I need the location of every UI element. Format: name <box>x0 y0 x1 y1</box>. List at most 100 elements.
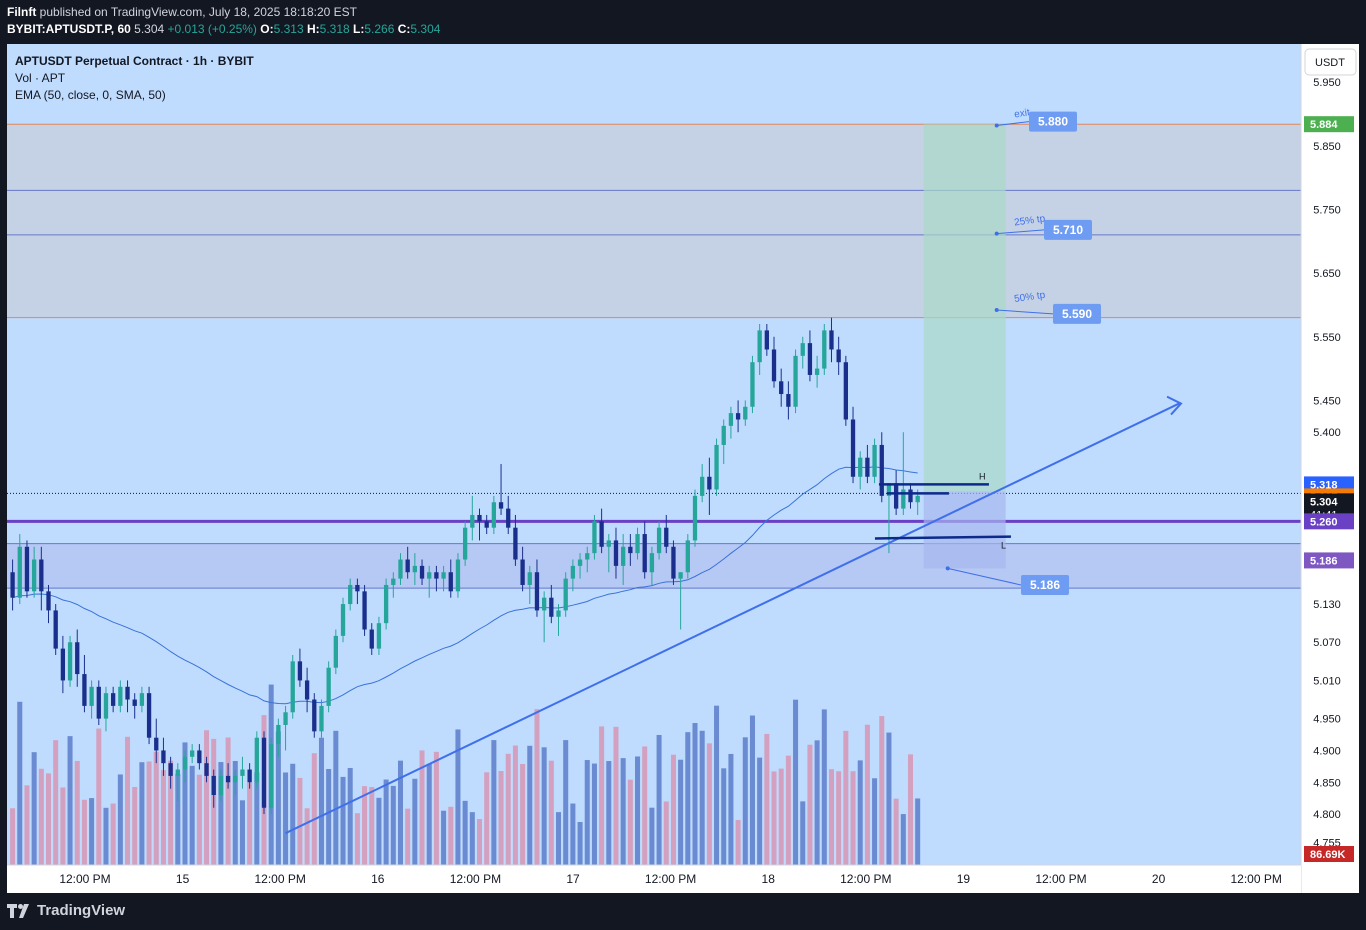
volume-bar <box>204 730 210 865</box>
candle-body <box>671 546 676 579</box>
volume-bar <box>864 724 870 865</box>
volume-bar <box>81 799 87 865</box>
price-tick: 5.070 <box>1313 637 1341 649</box>
volume-bar <box>915 798 921 865</box>
volume-bar <box>800 801 806 865</box>
volume-bar <box>89 798 95 865</box>
target-value: 5.590 <box>1062 307 1092 321</box>
candle-body <box>96 686 101 719</box>
candle-body <box>606 540 611 547</box>
volume-bar <box>168 760 174 865</box>
publisher-name[interactable]: Filnft <box>7 5 37 19</box>
target-value-box <box>1029 111 1077 132</box>
candle-body <box>836 349 841 363</box>
price-tick: 5.400 <box>1313 427 1341 439</box>
volume-bar <box>60 787 66 865</box>
candle-body <box>793 355 798 407</box>
legend-ema[interactable]: EMA (50, close, 0, SMA, 50) <box>15 88 166 102</box>
target-value-box <box>1053 303 1101 324</box>
candle-body <box>233 775 238 783</box>
levels-layer <box>7 123 1301 589</box>
candle-body <box>858 457 863 477</box>
legend-title: APTUSDT Perpetual Contract · 1h · BYBIT <box>15 54 254 68</box>
trendline-arrow <box>1166 395 1183 416</box>
volume-bar <box>649 807 655 865</box>
candle-body <box>743 406 748 420</box>
time-axis[interactable] <box>7 865 1301 893</box>
time-tick: 12:00 PM <box>840 872 891 886</box>
volume-bar <box>462 800 468 865</box>
close-label: C: <box>397 22 411 36</box>
volume-bar <box>196 774 202 865</box>
candle-body <box>197 750 202 764</box>
volume-bar <box>577 822 583 865</box>
volume-bar <box>433 751 439 865</box>
volume-bar <box>491 740 497 865</box>
legend-volume[interactable]: Vol · APT <box>15 71 66 85</box>
candle-body <box>333 635 338 668</box>
target-value: 5.880 <box>1038 115 1068 129</box>
volume-bar <box>606 761 612 865</box>
volume-bar <box>893 798 899 865</box>
candle-body <box>269 744 274 808</box>
volume-bar <box>563 740 569 865</box>
candle-body <box>750 362 755 407</box>
volume-bar <box>297 777 303 865</box>
volume-bar <box>793 699 799 865</box>
symbol-line: BYBIT:APTUSDT.P, 60 <box>7 22 131 36</box>
close-value: 5.304 <box>410 22 441 36</box>
candle-body <box>477 514 482 522</box>
candle-body <box>434 572 439 579</box>
candle-body <box>240 769 245 776</box>
candle-body <box>24 546 30 592</box>
time-tick: 12:00 PM <box>255 872 306 886</box>
target-connector <box>947 567 1022 586</box>
candle-body <box>635 534 640 554</box>
tradingview-logo[interactable]: TradingView <box>7 902 125 919</box>
candle-body <box>872 444 877 477</box>
candle-body <box>534 572 540 611</box>
volume-bar <box>132 786 138 865</box>
target-connector <box>996 121 1030 126</box>
price-axis[interactable] <box>1301 44 1359 893</box>
price-change: +0.013 (+0.25%) <box>167 22 257 36</box>
candle-body <box>53 610 58 649</box>
price-tick: 4.850 <box>1313 777 1341 789</box>
stop-box <box>923 491 1006 569</box>
target-label: 25% tp <box>1014 213 1047 228</box>
target-connector <box>996 309 1054 315</box>
candle-body <box>10 572 15 598</box>
candle-body <box>822 330 827 369</box>
volume-bar <box>764 733 770 865</box>
candle-body <box>103 693 109 719</box>
volume-bar <box>225 737 231 865</box>
candle-body <box>642 534 647 573</box>
currency-label[interactable]: USDT <box>1315 57 1345 69</box>
price-tick: 4.950 <box>1313 714 1341 726</box>
candle-body <box>455 559 461 592</box>
candle-body <box>843 362 849 420</box>
candle-body <box>60 648 66 681</box>
candle-body <box>304 680 310 700</box>
volume-bar <box>110 803 116 865</box>
volume-bar <box>469 812 475 865</box>
volume-bar <box>182 742 188 865</box>
volume-bar <box>405 808 411 865</box>
currency-button-frame[interactable] <box>1304 48 1357 76</box>
open-value: 5.313 <box>273 22 304 36</box>
volume-bar <box>275 731 281 865</box>
candle-body <box>412 565 418 573</box>
candle-body <box>276 724 281 745</box>
volume-bar <box>541 747 547 865</box>
currency-button[interactable]: USDT <box>1304 48 1357 76</box>
candle-body <box>491 502 497 528</box>
candle-body <box>362 591 367 630</box>
volume-bar <box>850 771 856 865</box>
candle-body <box>728 413 734 426</box>
candle-body <box>893 483 899 509</box>
volume-bar <box>670 754 676 865</box>
volume-bar <box>290 763 296 865</box>
volume-bar <box>757 757 763 865</box>
volume-bar <box>599 726 605 865</box>
